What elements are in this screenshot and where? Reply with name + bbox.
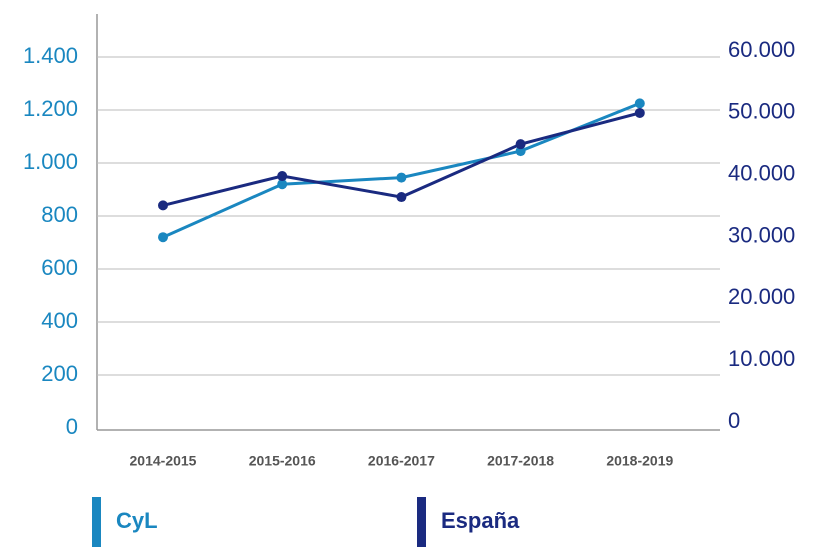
x-tick-label: 2018-2019 — [606, 453, 673, 469]
x-tick-label: 2016-2017 — [368, 453, 435, 469]
point — [396, 192, 407, 203]
y2-tick-label: 50.000 — [728, 99, 795, 124]
y-tick-label: 1.400 — [23, 43, 78, 68]
point — [515, 146, 526, 157]
point — [158, 200, 168, 211]
series-line — [162, 101, 641, 239]
y2-tick-label: 30.000 — [728, 222, 795, 247]
legend-swatch — [92, 497, 101, 547]
y-tick-label: 800 — [41, 202, 78, 227]
legend-swatch — [417, 497, 426, 547]
point — [515, 139, 526, 150]
point — [634, 98, 645, 109]
point — [277, 179, 288, 190]
legend-label: España — [441, 508, 520, 533]
y2-tick-label: 0 — [728, 408, 740, 433]
legend-label: CyL — [116, 508, 158, 533]
y-tick-label: 1.000 — [23, 149, 78, 174]
y-tick-label: 600 — [41, 255, 78, 280]
x-tick-label: 2015-2016 — [249, 453, 316, 469]
x-tick-label: 2014-2015 — [130, 453, 197, 469]
y-tick-label: 200 — [41, 361, 78, 386]
series-line — [162, 111, 641, 207]
y2-tick-label: 20.000 — [728, 284, 795, 309]
point — [396, 172, 407, 183]
y-tick-label: 1.200 — [23, 96, 78, 121]
x-tick-label: 2017-2018 — [487, 453, 554, 469]
y2-tick-label: 10.000 — [728, 346, 795, 371]
y-tick-label: 400 — [41, 308, 78, 333]
y2-tick-label: 60.000 — [728, 37, 795, 62]
y-tick-label: 0 — [66, 414, 78, 439]
point — [634, 107, 645, 118]
y2-tick-label: 40.000 — [728, 160, 795, 185]
point — [277, 171, 288, 182]
point — [158, 232, 168, 243]
